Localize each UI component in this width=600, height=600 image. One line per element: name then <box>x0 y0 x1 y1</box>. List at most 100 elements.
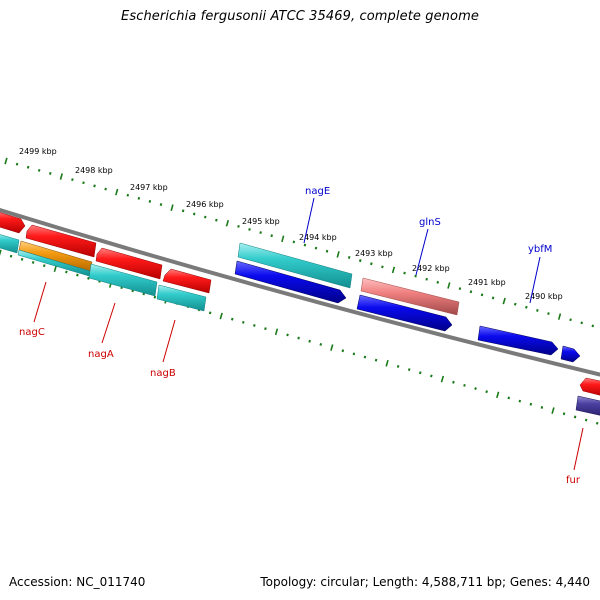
reverse-strand-genes <box>0 233 600 416</box>
leader-line-nagB <box>162 319 176 363</box>
tick-mark-upper-major <box>4 157 8 165</box>
tick-mark-lower-minor <box>529 402 533 406</box>
gene-arrow-red-2[interactable] <box>25 224 97 258</box>
tick-mark-lower-minor <box>9 254 13 258</box>
tick-mark-upper-minor <box>259 231 262 234</box>
gene-arrow-blue-1[interactable] <box>234 260 347 304</box>
gene-arrow-nagC-cyan[interactable] <box>17 249 91 277</box>
tick-mark-lower-minor <box>208 311 212 315</box>
kbp-label: 2493 kbp <box>355 249 393 258</box>
kbp-label: 2499 kbp <box>19 147 57 156</box>
tick-mark-lower-minor <box>20 257 24 261</box>
gene-label-nagA[interactable]: nagA <box>88 349 114 360</box>
tick-mark-upper-minor <box>49 172 52 175</box>
gene-arrow-glnS[interactable] <box>360 277 460 316</box>
tick-mark-upper-major <box>391 266 396 274</box>
gene-arrow-nagB[interactable] <box>156 284 207 312</box>
gene-arrow-nagA[interactable] <box>88 263 158 297</box>
tick-mark-upper-minor <box>458 287 462 291</box>
label-leaders <box>33 197 584 471</box>
gene-arrow-red-3[interactable] <box>95 247 163 280</box>
tick-mark-lower-minor <box>308 339 311 343</box>
tick-mark-upper-minor <box>37 168 41 172</box>
gene-arrow-fur-red[interactable] <box>579 377 600 396</box>
tick-mark-lower-minor <box>452 380 455 384</box>
tick-mark-lower-minor <box>374 358 378 362</box>
gene-arrow-cyan-left[interactable] <box>0 233 20 254</box>
tick-mark-upper-minor <box>414 274 417 278</box>
tick-mark-lower-major <box>274 328 279 336</box>
kbp-label: 2494 kbp <box>299 233 337 242</box>
leader-line-glnS <box>415 228 429 276</box>
tick-mark-lower-minor <box>341 349 345 353</box>
tick-mark-lower-minor <box>595 421 599 425</box>
gene-arrow-blue-2[interactable] <box>356 294 453 332</box>
tick-mark-upper-minor <box>82 181 85 185</box>
tick-mark-lower-minor <box>65 270 68 274</box>
tick-mark-lower-minor <box>242 320 245 324</box>
tick-mark-upper-minor <box>93 184 96 188</box>
kbp-label: 2490 kbp <box>525 292 563 301</box>
tick-mark-lower-minor <box>485 390 488 394</box>
gene-label-nagC[interactable]: nagC <box>19 327 45 338</box>
tick-mark-upper-major <box>59 173 63 180</box>
tick-mark-lower-major <box>219 312 223 320</box>
tick-mark-upper-major <box>447 282 451 289</box>
tick-mark-upper-minor <box>403 271 406 275</box>
tick-mark-upper-major <box>336 251 340 258</box>
gene-label-ybfM[interactable]: ybfM <box>528 244 552 255</box>
tick-mark-upper-minor <box>314 246 318 250</box>
gene-label-nagB[interactable]: nagB <box>150 368 176 379</box>
gene-label-nagE[interactable]: nagE <box>305 186 330 197</box>
tick-mark-lower-minor <box>518 399 522 403</box>
kbp-label: 2498 kbp <box>75 166 113 175</box>
tick-mark-upper-minor <box>425 277 428 281</box>
leader-line-nagC <box>33 281 47 323</box>
tick-mark-upper-minor <box>181 209 185 213</box>
tick-mark-upper-minor <box>381 265 384 269</box>
tick-mark-lower-minor <box>507 396 511 400</box>
gene-arrow-red-4[interactable] <box>162 268 212 294</box>
tick-mark-lower-minor <box>562 412 566 416</box>
gene-arrow-nagE[interactable] <box>237 242 353 289</box>
tick-mark-upper-minor <box>159 203 163 206</box>
tick-mark-upper-minor <box>237 224 240 228</box>
tick-mark-upper-minor <box>15 162 19 166</box>
tick-mark-upper-minor <box>580 321 583 325</box>
kbp-label: 2496 kbp <box>186 200 224 209</box>
kbp-label: 2497 kbp <box>130 183 168 192</box>
tick-mark-upper-minor <box>248 228 251 231</box>
tick-mark-lower-major <box>53 265 57 273</box>
gene-arrow-fur[interactable] <box>575 395 600 416</box>
tick-mark-lower-minor <box>474 387 477 390</box>
tick-mark-upper-major <box>557 313 562 320</box>
tick-mark-lower-minor <box>540 406 544 409</box>
genome-summary-text: Topology: circular; Length: 4,588,711 bp… <box>260 575 590 589</box>
tick-mark-upper-minor <box>347 256 351 259</box>
tick-mark-upper-minor <box>591 324 595 328</box>
tick-mark-lower-minor <box>76 273 79 277</box>
tick-mark-lower-minor <box>297 336 300 340</box>
tick-mark-lower-minor <box>352 352 356 356</box>
tick-mark-upper-minor <box>126 193 130 197</box>
upper-tick-row <box>4 157 595 328</box>
gene-arrow-red-left[interactable] <box>0 211 26 234</box>
tick-mark-lower-major <box>496 391 500 399</box>
tick-mark-upper-minor <box>292 240 296 244</box>
gene-arrow-blue-3[interactable] <box>477 325 559 356</box>
tick-mark-lower-major <box>0 249 2 256</box>
gene-label-fur[interactable]: fur <box>566 475 581 486</box>
tick-mark-lower-minor <box>319 343 323 346</box>
tick-mark-upper-minor <box>203 215 207 219</box>
tick-mark-lower-minor <box>153 295 157 299</box>
tick-mark-upper-minor <box>513 302 517 306</box>
tick-mark-lower-minor <box>286 333 289 337</box>
tick-mark-upper-minor <box>358 259 362 263</box>
tick-mark-upper-minor <box>71 178 74 182</box>
tick-mark-lower-major <box>440 375 445 383</box>
tick-mark-lower-minor <box>418 371 422 375</box>
gene-label-glnS[interactable]: glnS <box>419 217 441 228</box>
forward-strand-genes <box>0 211 460 316</box>
gene-arrow-blue-4[interactable] <box>560 345 581 363</box>
